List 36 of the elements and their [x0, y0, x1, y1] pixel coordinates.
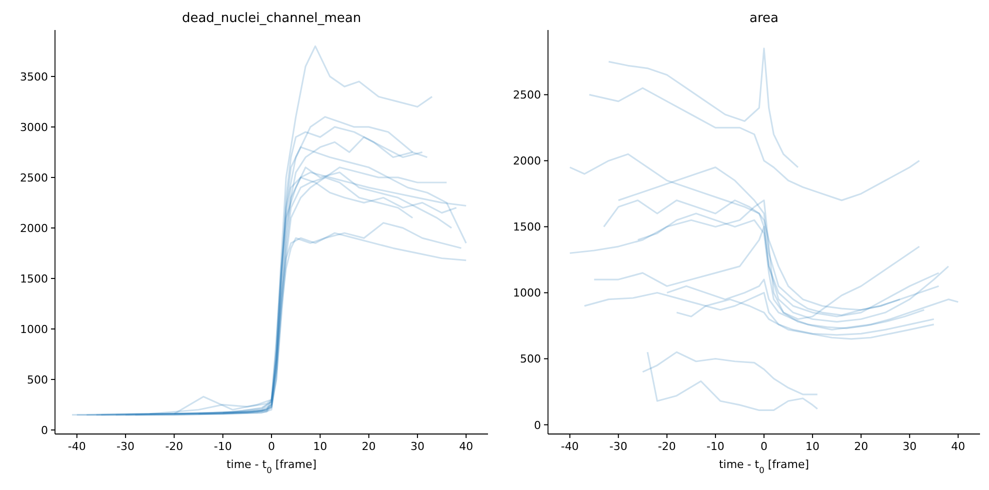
- x-tick-label: 10: [806, 440, 820, 453]
- y-tick-label: 2000: [513, 154, 541, 168]
- x-tick-label: 20: [362, 440, 376, 453]
- x-tick-label: 0: [268, 440, 275, 453]
- chart-title: area: [750, 11, 778, 26]
- y-tick-label: 2000: [20, 222, 48, 235]
- x-axis-title: time - t$_{0}$ [frame]: [718, 458, 810, 475]
- x-tick-label: 20: [854, 440, 868, 453]
- x-tick-label: 30: [902, 440, 917, 453]
- x-tick-label: 40: [951, 440, 966, 453]
- x-tick-label: -20: [165, 440, 184, 453]
- y-tick-label: 2500: [513, 88, 541, 102]
- y-tick-label: 0: [41, 424, 48, 437]
- y-tick-label: 1500: [513, 220, 541, 234]
- x-tick-label: 30: [410, 440, 424, 453]
- x-tick-label: -30: [116, 440, 135, 453]
- x-tick-label: -40: [68, 440, 86, 453]
- y-tick-label: 2500: [20, 171, 48, 184]
- y-tick-label: 1000: [513, 286, 541, 300]
- x-tick-label: -20: [658, 440, 676, 453]
- x-tick-label: -10: [706, 440, 724, 453]
- y-tick-label: 500: [27, 373, 48, 386]
- x-tick-label: 0: [760, 440, 768, 453]
- x-tick-label: 40: [459, 440, 474, 453]
- y-tick-label: 500: [520, 352, 541, 366]
- y-tick-label: 3500: [20, 70, 48, 84]
- y-tick-label: 0: [534, 418, 541, 432]
- x-tick-label: 10: [313, 440, 328, 453]
- y-tick-label: 1000: [20, 322, 48, 336]
- x-tick-label: -40: [560, 440, 579, 453]
- x-tick-label: -10: [214, 440, 232, 453]
- y-tick-label: 1500: [20, 272, 48, 286]
- x-tick-label: -30: [609, 440, 628, 453]
- x-axis-title: time - t$_{0}$ [frame]: [226, 458, 317, 475]
- chart-title: dead_nuclei_channel_mean: [182, 11, 362, 26]
- y-tick-label: 3000: [20, 120, 48, 134]
